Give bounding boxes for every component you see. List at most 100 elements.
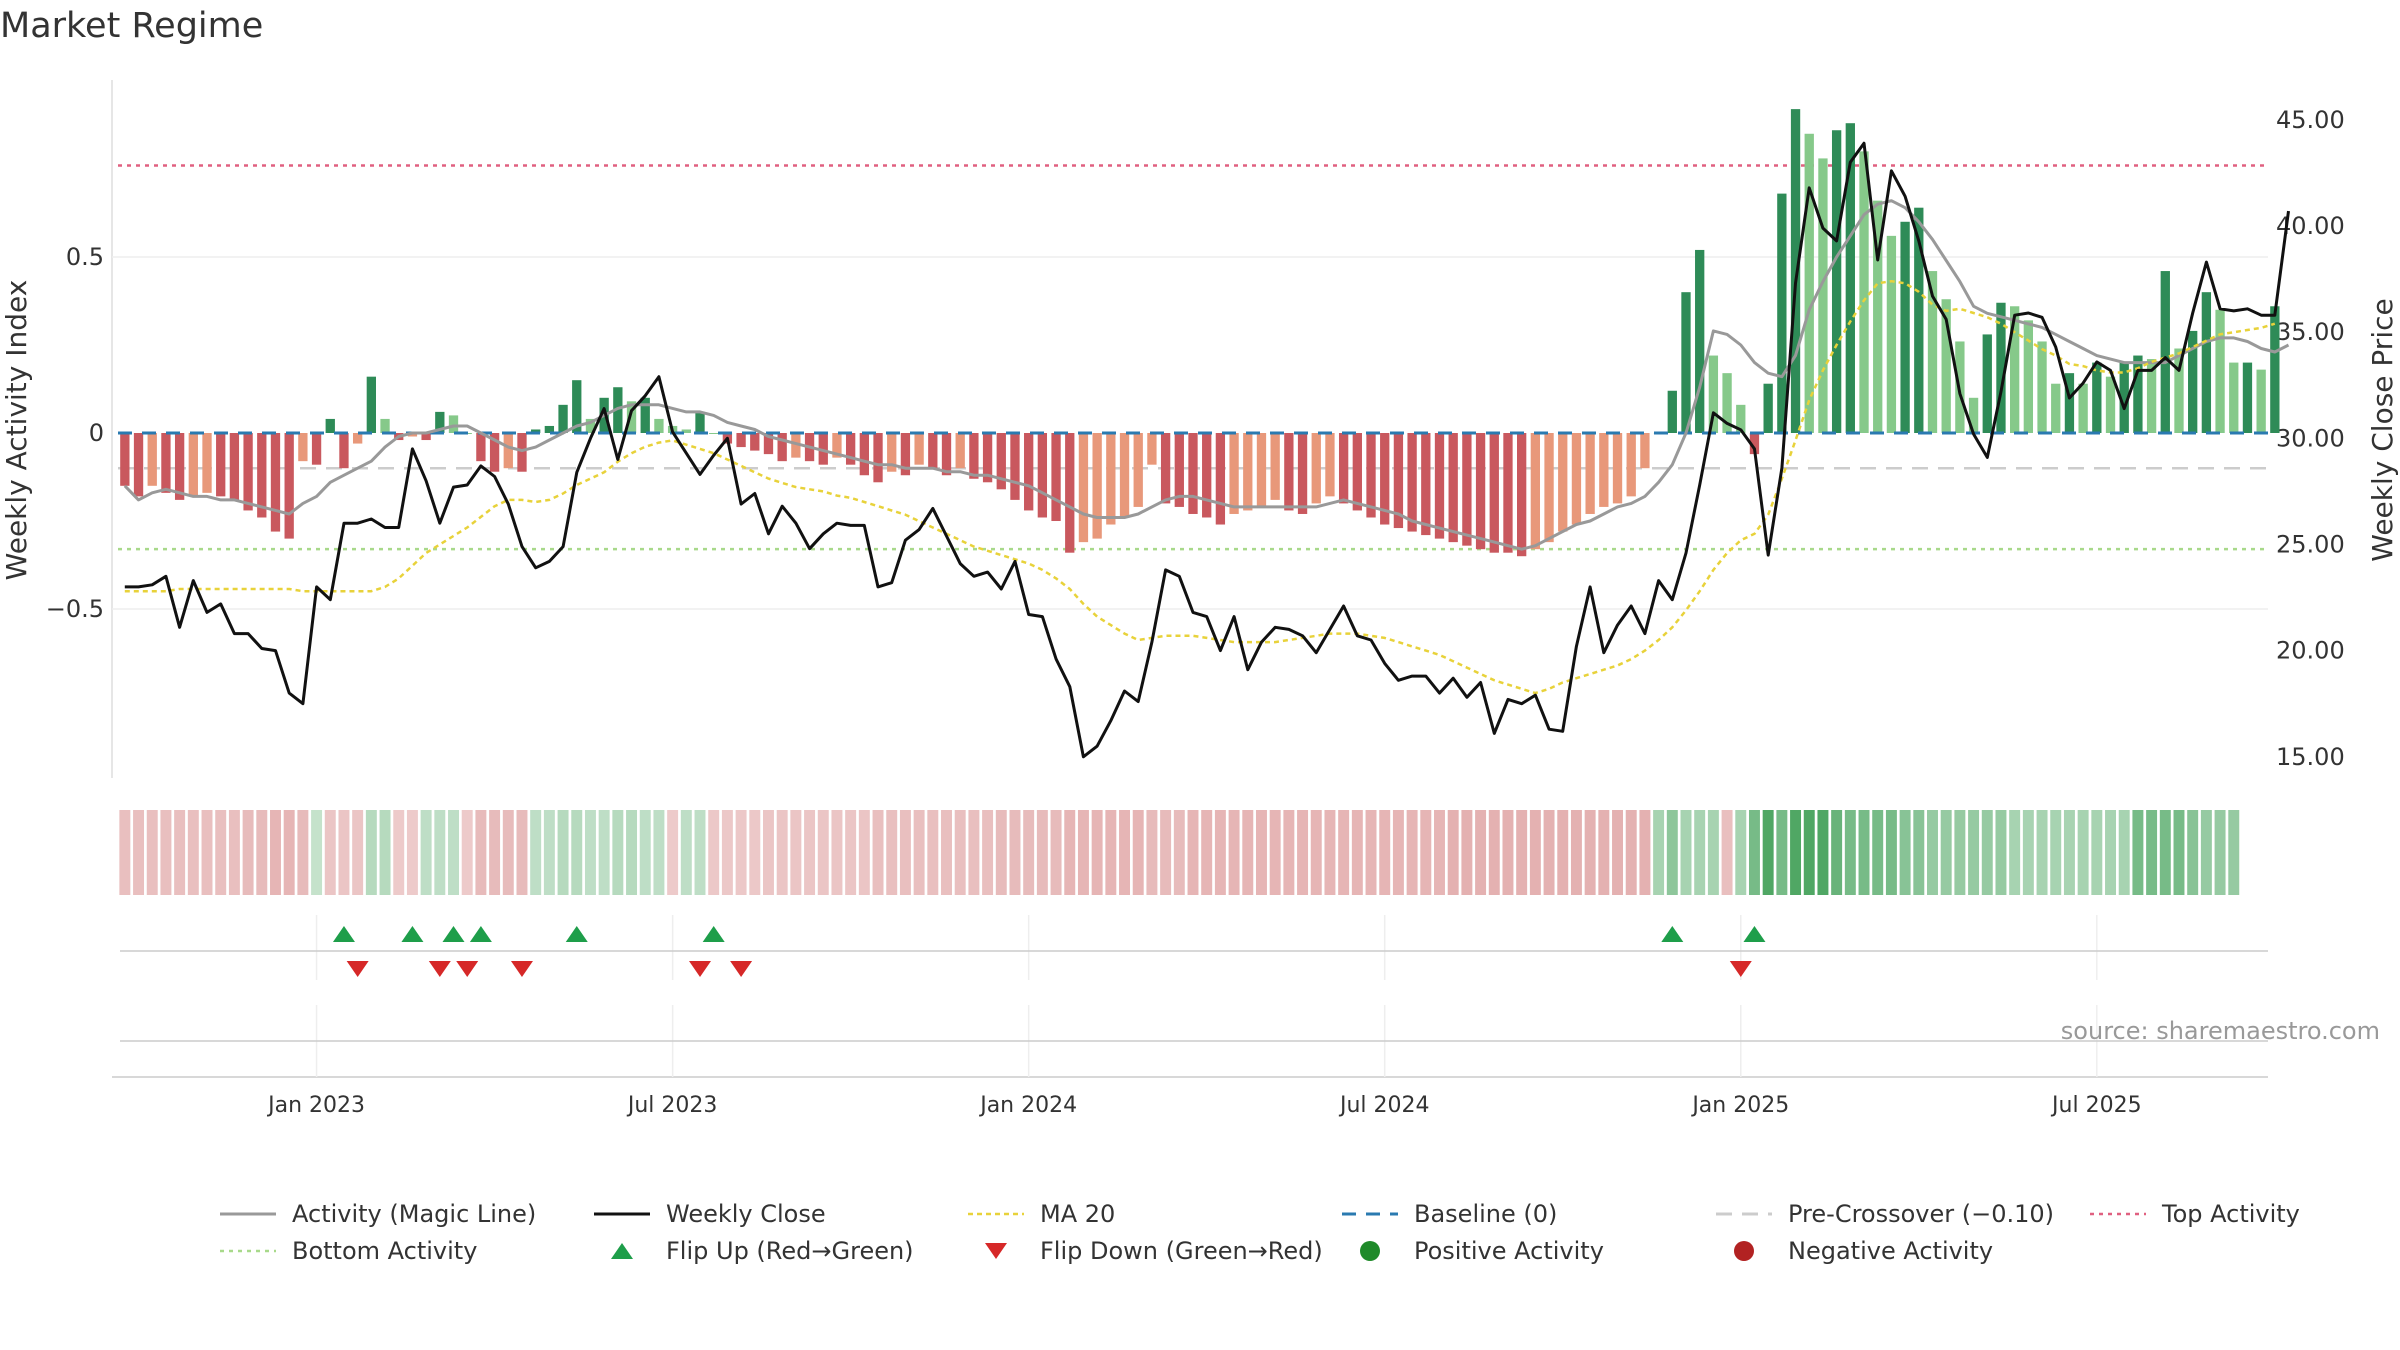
flip-up-marker (1743, 926, 1766, 942)
activity-bar (681, 429, 691, 433)
regime-cell (1995, 810, 2007, 895)
activity-bar (640, 397, 650, 433)
regime-cell (530, 810, 542, 895)
activity-bar (503, 433, 513, 469)
regime-cell (845, 810, 857, 895)
activity-bar (1243, 433, 1253, 511)
activity-bar (1202, 433, 1212, 518)
regime-cell (174, 810, 186, 895)
regime-cell (831, 810, 843, 895)
activity-bar (1065, 433, 1075, 553)
activity-bar (2242, 362, 2253, 433)
ma20-line (124, 279, 2276, 695)
regime-cell (1365, 810, 1377, 895)
x-tick-label: Jan 2024 (978, 1093, 1077, 1118)
regime-cell (1146, 810, 1158, 895)
activity-bar (257, 433, 267, 518)
regime-cell (1776, 810, 1788, 895)
flip-up-marker (1661, 926, 1684, 942)
regime-cell (2022, 810, 2034, 895)
regime-cell (1105, 810, 1117, 895)
activity-bar (1366, 433, 1376, 518)
activity-bar (1667, 390, 1677, 433)
activity-bar (2051, 383, 2061, 433)
regime-cell (639, 810, 651, 895)
regime-cell (1351, 810, 1363, 895)
regime-cell (2146, 810, 2158, 895)
activity-bar (873, 433, 883, 483)
activity-bar (407, 433, 418, 437)
flip-up-marker (442, 926, 465, 942)
flip-down-marker (510, 961, 533, 977)
activity-bar (1325, 433, 1335, 497)
regime-cell (899, 810, 911, 895)
regime-cell (763, 810, 774, 895)
regime-cell (1927, 810, 1938, 895)
activity-bar (626, 401, 637, 433)
activity-bar (654, 418, 664, 433)
y2-tick-label: 30.00 (2276, 424, 2345, 452)
y2-tick-label: 15.00 (2276, 743, 2345, 771)
activity-bar (1941, 299, 1951, 433)
regime-cell (721, 810, 733, 895)
flip-up-marker (702, 926, 725, 942)
regime-cell (2187, 810, 2199, 895)
regime-cell (804, 810, 816, 895)
x-tick-label: Jan 2025 (1690, 1093, 1789, 1118)
activity-bar (1448, 433, 1458, 543)
regime-cell (146, 810, 158, 895)
activity-bar (325, 418, 335, 433)
regime-cell (941, 810, 952, 895)
regime-cell (1406, 810, 1418, 895)
regime-cell (1461, 810, 1473, 895)
activity-bar (1612, 433, 1623, 504)
regime-cell (242, 810, 254, 895)
activity-bar (147, 433, 157, 486)
regime-cell (297, 810, 309, 895)
activity-bar (1859, 151, 1869, 433)
flip-down-marker (689, 961, 712, 977)
activity-bar (1695, 249, 1705, 433)
regime-cell (1529, 810, 1541, 895)
activity-bar (709, 433, 719, 434)
regime-cell (1584, 810, 1596, 895)
regime-strip (119, 810, 2240, 895)
regime-cell (461, 810, 473, 895)
regime-cell (1379, 810, 1391, 895)
activity-bar (1968, 397, 1979, 433)
regime-cell (886, 810, 898, 895)
activity-bar (763, 433, 774, 455)
y-tick-label: −0.5 (46, 595, 104, 623)
activity-bar (1777, 193, 1787, 433)
activity-bar (1462, 433, 1472, 546)
activity-bar (1174, 433, 1184, 507)
regime-cell (817, 810, 829, 895)
regime-cell (1817, 810, 1829, 895)
activity-bar (476, 433, 486, 462)
activity-bar (421, 433, 431, 441)
activity-bar (1708, 355, 1719, 433)
activity-bar (2270, 306, 2280, 433)
regime-cell (516, 810, 528, 895)
activity-bar (736, 433, 746, 448)
y-tick-label: 0 (89, 419, 104, 447)
regime-cell (1050, 810, 1062, 895)
activity-bar (982, 433, 993, 483)
activity-bar (366, 376, 376, 433)
regime-cell (1543, 810, 1555, 895)
regime-cell (228, 810, 240, 895)
activity-bar (311, 433, 322, 465)
regime-cell (1283, 810, 1295, 895)
regime-cell (1968, 810, 1980, 895)
activity-bar (229, 433, 240, 500)
activity-bar (1558, 433, 1568, 532)
activity-bar (448, 415, 459, 433)
regime-cell (1598, 810, 1610, 895)
regime-cell (1666, 810, 1678, 895)
regime-cell (1748, 810, 1760, 895)
regime-cell (420, 810, 432, 895)
activity-bar (2023, 320, 2034, 433)
regime-cell (283, 810, 295, 895)
activity-bar (1284, 433, 1294, 511)
regime-cell (365, 810, 377, 895)
